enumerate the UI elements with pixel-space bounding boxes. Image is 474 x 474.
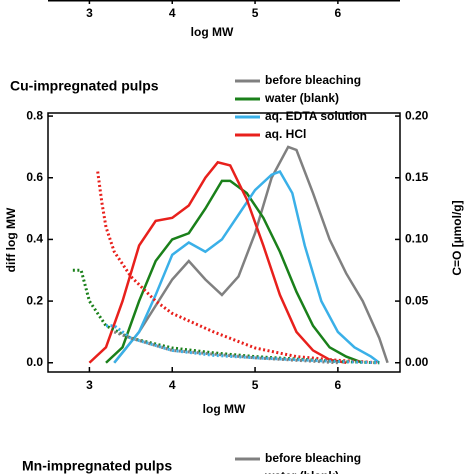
y2-tick-label: 0.20 bbox=[405, 108, 429, 122]
y-tick-label: 0.0 bbox=[26, 355, 43, 369]
bottom-legend-label: before bleaching bbox=[265, 451, 361, 465]
dotted-line bbox=[72, 268, 380, 365]
legend-label: water (blank) bbox=[264, 91, 339, 105]
x-tick-label: 5 bbox=[252, 378, 259, 392]
bottom-chart-title: Mn-impregnated pulps bbox=[22, 458, 172, 474]
x-axis-label: log MW bbox=[203, 402, 246, 416]
top-x-tick-label: 6 bbox=[335, 6, 342, 20]
line bbox=[113, 145, 389, 364]
y-axis-label: diff log MW bbox=[4, 207, 18, 272]
top-x-axis-label: log MW bbox=[191, 25, 234, 39]
bottom-legend-label: water (blank) bbox=[264, 469, 339, 474]
dotted-line bbox=[113, 330, 338, 365]
x-tick-label: 3 bbox=[86, 378, 93, 392]
chart-title: Cu-impregnated pulps bbox=[10, 78, 159, 94]
y-tick-label: 0.4 bbox=[26, 232, 43, 246]
top-x-tick-label: 3 bbox=[86, 6, 93, 20]
line bbox=[105, 179, 364, 364]
y2-tick-label: 0.15 bbox=[405, 170, 429, 184]
legend-label: aq. HCl bbox=[265, 127, 306, 141]
y2-tick-label: 0.10 bbox=[405, 232, 429, 246]
y2-axis-label: C=O [µmol/g] bbox=[450, 200, 464, 275]
y2-tick-label: 0.05 bbox=[405, 293, 429, 307]
legend-label: before bleaching bbox=[265, 73, 361, 87]
dotted-line bbox=[96, 171, 380, 365]
top-x-tick-label: 4 bbox=[169, 6, 176, 20]
y-tick-label: 0.6 bbox=[26, 170, 43, 184]
y-tick-label: 0.2 bbox=[26, 293, 43, 307]
plot-frame bbox=[47, 112, 401, 373]
line bbox=[88, 160, 347, 364]
x-tick-label: 6 bbox=[335, 378, 342, 392]
line bbox=[113, 170, 381, 364]
top-x-tick-label: 5 bbox=[252, 6, 259, 20]
legend-label: aq. EDTA solution bbox=[265, 109, 367, 123]
y2-tick-label: 0.00 bbox=[405, 355, 429, 369]
x-tick-label: 4 bbox=[169, 378, 176, 392]
y-tick-label: 0.8 bbox=[26, 108, 43, 122]
